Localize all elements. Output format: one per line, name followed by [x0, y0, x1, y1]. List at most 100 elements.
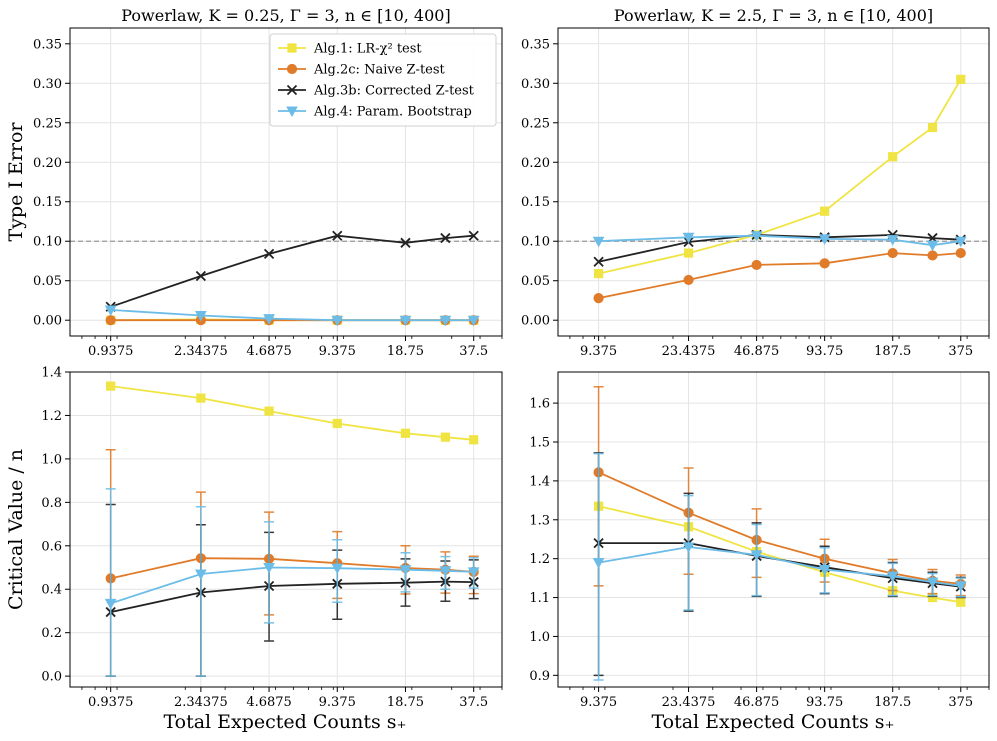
y-tick-label: 0.15 — [33, 195, 62, 210]
data-point — [750, 231, 763, 242]
legend-marker — [286, 63, 298, 75]
series-line — [110, 309, 474, 322]
data-point — [264, 406, 274, 416]
legend-item: Alg.3b: Corrected Z-test — [278, 84, 475, 99]
data-point — [195, 569, 207, 581]
x-tick-label: 46.875 — [734, 344, 780, 359]
data-point — [400, 237, 411, 248]
x-tick-label: 37.5 — [459, 695, 488, 710]
data-point — [331, 563, 344, 575]
data-point — [592, 558, 605, 569]
error-bar — [195, 505, 206, 677]
data-point — [467, 567, 480, 578]
y-tick-label: 1.2 — [41, 409, 62, 424]
y-tick-label: 0.35 — [521, 37, 550, 52]
x-tick-label: 46.875 — [734, 695, 780, 710]
axes-frame — [69, 27, 503, 337]
legend-label: Alg.4: Param. Bootstrap — [313, 105, 472, 120]
data-point — [263, 248, 275, 260]
y-tick-label: 0.30 — [33, 77, 62, 92]
data-point — [105, 315, 116, 326]
data-point — [886, 235, 899, 246]
axes-frame — [557, 371, 990, 688]
series-4 — [592, 231, 967, 252]
series-1 — [106, 381, 479, 445]
y-tick-label: 0.25 — [33, 116, 62, 131]
legend: Alg.1: LR-χ² test Alg.2c: Naive Z-test Alg… — [269, 33, 497, 127]
series-line — [598, 542, 961, 588]
y-tick-label: 1.0 — [529, 630, 550, 645]
legend-item: Alg.1: LR-χ² test — [278, 42, 422, 57]
x-tick-label: 0.9375 — [88, 344, 134, 359]
data-point — [592, 236, 605, 248]
data-point — [439, 566, 452, 577]
series-line — [110, 234, 474, 308]
data-point — [467, 315, 480, 327]
y-tick-label: 0.0 — [41, 670, 62, 685]
data-point — [751, 259, 762, 271]
legend-label: Alg.2c: Naive Z-test — [313, 63, 446, 78]
data-point — [818, 234, 831, 245]
data-point — [593, 292, 604, 304]
y-tick-label: 0.10 — [33, 235, 62, 250]
x-tick-label: 187.5 — [874, 695, 911, 710]
grid — [70, 371, 502, 687]
data-point — [593, 269, 604, 279]
legend-marker — [286, 106, 298, 118]
chart-panel-top-right: 9.375 23.4375 46.875 93.75 187.5 375 0.00 0.05 0… — [521, 6, 990, 359]
y-tick-label: 0.20 — [33, 156, 62, 171]
series-2 — [105, 449, 479, 677]
x-minor-ticks — [569, 687, 990, 690]
series-3 — [105, 503, 479, 677]
series-2 — [593, 247, 966, 304]
x-tick-label: 9.375 — [580, 344, 617, 359]
axes-frame — [69, 371, 503, 688]
y-tick-label: 1.5 — [529, 436, 550, 451]
grid — [558, 372, 989, 687]
grid — [558, 28, 989, 336]
data-point — [399, 315, 412, 327]
data-point — [331, 315, 344, 327]
data-point — [683, 248, 694, 258]
data-point — [750, 550, 763, 561]
y-tick-label: 0.15 — [521, 195, 550, 210]
data-point — [954, 236, 967, 248]
x-tick-label: 2.34375 — [174, 695, 228, 710]
x-tick-label: 4.6875 — [246, 344, 292, 359]
data-point — [400, 428, 411, 438]
x-axis-label-right: Total Expected Counts s₊ — [651, 711, 894, 733]
y-tick-label: 0.4 — [41, 583, 62, 598]
y-tick-label: 0.00 — [521, 314, 550, 329]
data-point — [593, 256, 604, 267]
data-point — [887, 247, 898, 259]
data-point — [196, 393, 206, 403]
series-3 — [105, 230, 479, 312]
data-point — [819, 258, 830, 269]
chart-panel-bottom-right: 9.375 23.4375 46.875 93.75 187.5 375 0.9 1.0 1.1… — [529, 371, 990, 710]
legend-box — [269, 33, 497, 127]
x-tick-label: 18.75 — [387, 344, 424, 359]
y-tick-label: 0.30 — [521, 77, 550, 92]
y-tick-label: 0.8 — [41, 496, 62, 511]
data-point — [926, 577, 939, 589]
legend-marker — [287, 43, 297, 53]
data-point — [682, 542, 695, 554]
data-point — [927, 122, 938, 133]
y-axis-label: Critical Value / n — [5, 449, 27, 610]
x-minor-ticks — [81, 336, 503, 339]
series-line — [598, 505, 961, 604]
series-line — [598, 234, 961, 247]
x-minor-ticks — [569, 336, 990, 339]
data-point — [104, 305, 117, 316]
y-tick-label: 0.00 — [33, 314, 62, 329]
y-tick-label: 0.9 — [529, 669, 550, 684]
data-point — [195, 270, 206, 282]
series-4 — [104, 488, 480, 677]
x-tick-label: 23.4375 — [662, 344, 716, 359]
y-tick-label: 0.6 — [41, 539, 62, 554]
x-axis-label-left: Total Expected Counts s₊ — [163, 711, 406, 733]
data-point — [195, 310, 207, 322]
chart-title: Powerlaw, K = 2.5, Γ = 3, n ∈ [10, 400] — [614, 6, 933, 25]
data-point — [104, 598, 117, 610]
x-tick-label: 37.5 — [459, 344, 488, 359]
